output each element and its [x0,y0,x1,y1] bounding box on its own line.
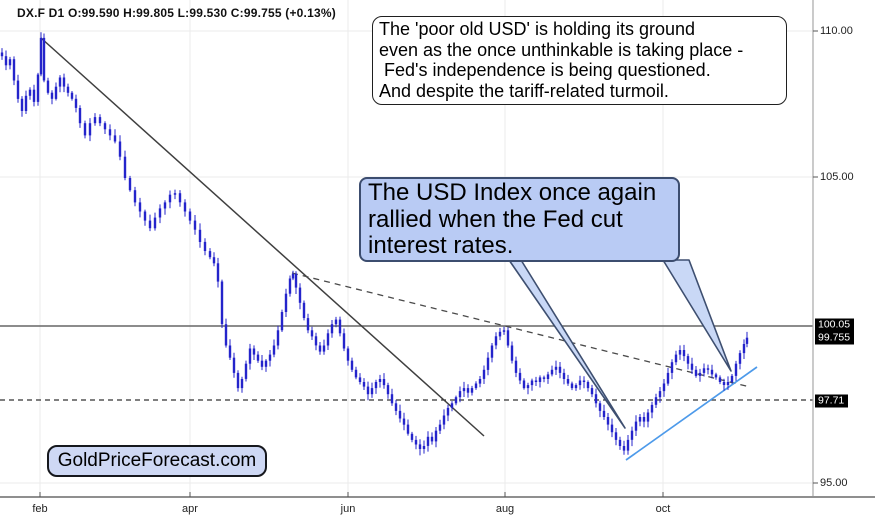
price-badge: 100.05 [815,318,855,332]
month-tick-label: apr [182,503,198,515]
month-tick-label: jun [340,503,356,515]
price-tick-label: 105.00 [820,171,854,183]
month-tick-label: aug [495,503,515,515]
month-tick-label: feb [32,503,48,515]
price-tick-label: 110.00 [820,25,853,37]
site-watermark: GoldPriceForecast.com [47,445,267,477]
trendlines [40,37,758,461]
callout-pointers [508,259,732,429]
fed-rate-note: The USD Index once again rallied when th… [359,177,680,262]
price-tick-label: 95.00 [820,477,848,489]
price-badge: 99.755 [815,331,855,345]
price-level-lines [0,325,813,401]
candlestick-series [0,32,749,456]
ohlc-header: DX.F D1 O:99.590 H:99.805 L:99.530 C:99.… [17,6,336,20]
commentary-note: The 'poor old USD' is holding its ground… [372,16,787,105]
month-tick-label: oct [655,503,671,515]
axis-frame [0,0,875,498]
price-badge: 97.71 [815,394,849,408]
